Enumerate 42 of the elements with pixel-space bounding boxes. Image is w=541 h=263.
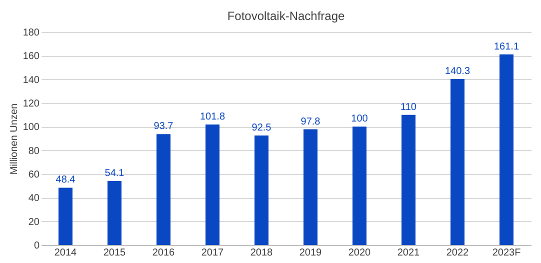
y-tick-label: 100 (22, 122, 40, 134)
data-label: 110 (400, 102, 417, 113)
y-tick-label: 40 (28, 193, 40, 204)
bar (352, 126, 366, 245)
y-tick-label: 180 (22, 28, 40, 38)
x-tick-label: 2017 (201, 248, 224, 258)
y-tick-label: 80 (28, 146, 40, 157)
x-tick-label: 2023F (492, 248, 521, 258)
data-label: 54.1 (104, 168, 125, 179)
x-tick-label: 2016 (152, 248, 176, 258)
bar (254, 136, 268, 245)
x-tick-label: 2015 (103, 248, 126, 258)
y-tick-label: 0 (34, 240, 40, 252)
data-label: 97.8 (300, 116, 321, 128)
y-tick-label: 20 (28, 216, 40, 228)
bar (156, 134, 170, 245)
y-tick-label: 140 (22, 74, 40, 86)
y-tick-label: 60 (28, 170, 40, 180)
bar (58, 188, 72, 245)
x-tick-label: 2020 (348, 248, 372, 258)
data-label: 48.4 (56, 174, 76, 186)
x-tick-label: 2019 (299, 248, 322, 258)
x-tick-label: 2022 (446, 248, 470, 258)
bar (500, 54, 514, 245)
data-label: 101.8 (200, 112, 226, 123)
bar (206, 124, 220, 245)
data-label: 93.7 (154, 121, 174, 132)
x-tick-label: 2014 (54, 248, 78, 258)
y-tick-label: 120 (22, 98, 40, 110)
data-label: 92.5 (252, 122, 272, 134)
data-label: 100 (351, 114, 368, 125)
chart-title: Fotovoltaik-Nachfrage (227, 9, 346, 23)
bar (304, 129, 318, 245)
bar (450, 78, 464, 245)
data-label: 140.3 (444, 66, 470, 77)
y-tick-label: 160 (22, 51, 40, 62)
y-axis-title: Millionen Unzen (8, 103, 20, 175)
data-label: 161.1 (494, 41, 520, 52)
x-tick-label: 2021 (397, 248, 420, 258)
bar (402, 114, 416, 245)
x-tick-label: 2018 (250, 248, 274, 258)
bar (108, 180, 122, 245)
